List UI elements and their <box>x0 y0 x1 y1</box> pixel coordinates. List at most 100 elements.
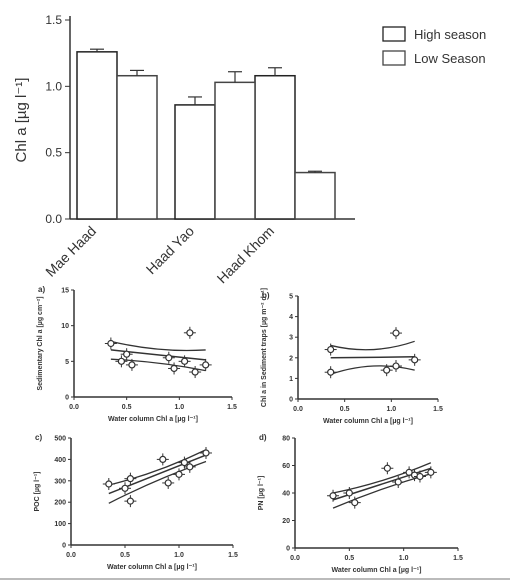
x-tick-label: 1.5 <box>453 555 463 562</box>
y-tick-label: 0 <box>65 395 69 402</box>
data-point <box>383 464 391 472</box>
data-point <box>202 361 210 369</box>
data-point <box>427 468 435 476</box>
x-tick-label: 0.5 <box>122 404 132 411</box>
x-category-label: Haad Khom <box>214 223 278 287</box>
x-axis-label: Water column Chl a [µg l⁻¹] <box>108 416 198 423</box>
y-axis-label: Chl a [µg l⁻¹] <box>13 78 30 163</box>
data-point <box>170 364 178 373</box>
x-tick-label: 0.0 <box>290 555 300 562</box>
y-tick-label: 80 <box>282 436 290 443</box>
x-category-label: Haad Yao <box>143 223 198 278</box>
data-point <box>329 492 337 500</box>
data-point <box>186 329 194 337</box>
y-tick-label: 3 <box>289 335 293 342</box>
legend-swatch <box>382 50 406 66</box>
data-point <box>123 350 131 358</box>
scatter-panel: d) 0.0 0.5 1.0 1.5 0 20 40 60 80 Water column Chl … <box>258 433 463 574</box>
y-tick-label: 2 <box>289 355 293 362</box>
panel-letter: c) <box>35 433 42 442</box>
data-point <box>126 475 134 483</box>
x-tick-label: 1.0 <box>174 404 184 411</box>
y-tick-label: 0 <box>286 546 290 553</box>
y-tick-label: 10 <box>61 323 69 330</box>
panel-letter: b) <box>262 291 270 300</box>
data-point <box>181 357 189 365</box>
x-tick-label: 1.0 <box>386 406 396 413</box>
panel-letter: d) <box>259 433 267 442</box>
data-point <box>159 455 167 463</box>
confidence-band-upper <box>110 340 206 352</box>
confidence-band-upper <box>332 462 432 494</box>
data-point <box>392 329 400 337</box>
data-point <box>126 497 134 505</box>
y-tick-label: 100 <box>54 521 66 528</box>
y-tick-label: 0.5 <box>45 146 62 160</box>
y-tick-label: 40 <box>282 491 290 498</box>
x-tick-label: 1.5 <box>228 552 238 559</box>
data-point <box>416 472 424 481</box>
y-tick-label: 500 <box>54 436 66 443</box>
x-axis-label: Water column Chl a [µg l⁻¹] <box>332 567 422 574</box>
x-tick-label: 0.5 <box>340 406 350 413</box>
x-tick-label: 0.5 <box>344 555 354 562</box>
data-point <box>327 368 335 376</box>
data-point <box>164 479 172 487</box>
y-tick-label: 60 <box>282 463 290 470</box>
y-tick-label: 5 <box>65 359 69 366</box>
x-axis-label: Water column Chl a [µg l⁻¹] <box>323 418 413 425</box>
y-tick-label: 1.5 <box>45 13 62 27</box>
y-tick-label: 1 <box>289 376 293 383</box>
legend-label: Low Season <box>414 51 486 66</box>
bar-low-season <box>214 81 256 220</box>
data-point <box>394 478 402 486</box>
y-tick-label: 0 <box>62 543 66 550</box>
confidence-band-lower <box>330 365 415 375</box>
data-point <box>165 354 173 362</box>
y-axis-label: Sedimentary Chl a [µg cm⁻²] <box>37 296 44 390</box>
confidence-band-upper <box>330 340 415 351</box>
y-tick-label: 0.0 <box>45 212 62 226</box>
legend-swatch <box>382 26 406 42</box>
scatter-panel: b) 0.0 0.5 1.0 1.5 0 1 2 3 4 5 Water column Chl a [… <box>261 288 443 425</box>
y-tick-label: 400 <box>54 457 66 464</box>
confidence-band-upper <box>108 449 207 486</box>
scatter-panel: a) 0.0 0.5 1.0 1.5 0 5 10 15 Water column Chl a [… <box>37 285 237 423</box>
data-point <box>383 366 391 374</box>
regression-line <box>330 356 415 359</box>
y-tick-label: 15 <box>61 288 69 295</box>
data-point <box>345 489 353 497</box>
y-tick-label: 5 <box>289 294 293 301</box>
y-tick-label: 20 <box>282 518 290 525</box>
x-tick-label: 0.0 <box>66 552 76 559</box>
y-axis-label: PN [µg l⁻¹] <box>258 476 265 511</box>
data-point <box>186 463 194 471</box>
y-tick-label: 300 <box>54 478 66 485</box>
y-axis-label: POC [µg l⁻¹] <box>34 471 41 511</box>
data-point <box>175 470 183 478</box>
x-tick-label: 1.0 <box>399 555 409 562</box>
x-category-label: Mae Haad <box>42 223 99 280</box>
data-point <box>392 362 400 370</box>
data-point <box>411 356 419 364</box>
bar-high-season <box>76 51 118 220</box>
x-axis-label: Water column Chl a [µg l⁻¹] <box>107 564 197 571</box>
y-tick-label: 200 <box>54 500 66 507</box>
data-point <box>128 361 136 369</box>
x-tick-label: 1.0 <box>174 552 184 559</box>
y-tick-label: 4 <box>289 314 293 321</box>
data-point <box>327 345 335 354</box>
data-point <box>351 499 359 507</box>
x-tick-label: 0.5 <box>120 552 130 559</box>
bar-low-season <box>116 74 158 220</box>
data-point <box>121 484 129 492</box>
data-point <box>180 459 188 467</box>
x-tick-label: 1.5 <box>433 406 443 413</box>
y-axis-label: Chl a in Sediment traps [µg m⁻² d⁻¹] <box>261 288 268 407</box>
data-point <box>191 368 199 376</box>
y-tick-label: 0 <box>289 397 293 404</box>
data-point <box>105 480 113 488</box>
data-point <box>107 339 115 348</box>
bar-high-season <box>254 74 296 220</box>
